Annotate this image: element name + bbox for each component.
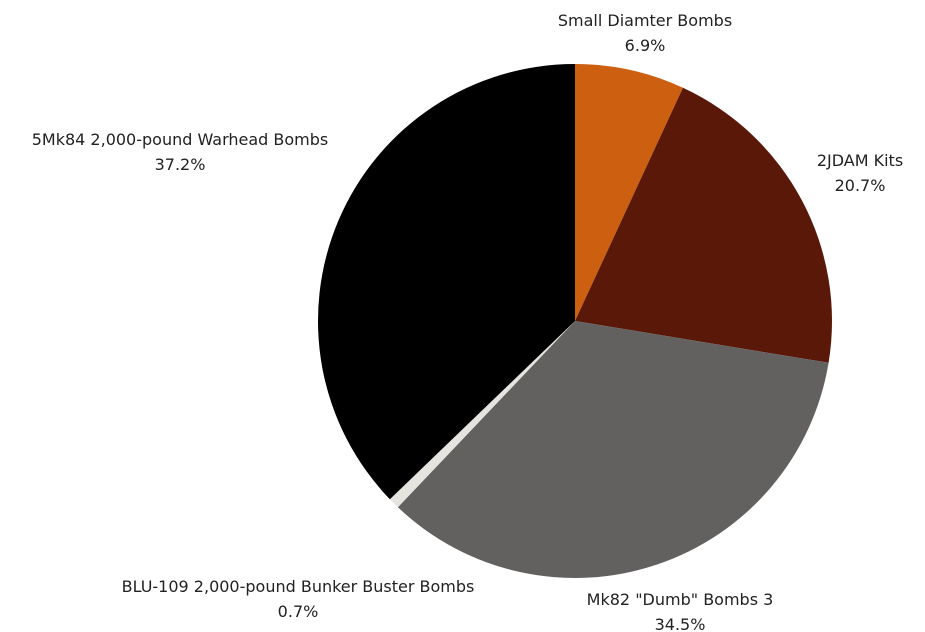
slice-label-name: 2JDAM Kits [817, 151, 903, 170]
slice-label-value: 0.7% [278, 602, 319, 621]
slice-label-mk84: 5Mk84 2,000-pound Warhead Bombs 37.2% [32, 130, 329, 174]
pie-slice-0 [575, 64, 683, 321]
slice-label-mk82: Mk82 "Dumb" Bombs 3 34.5% [587, 590, 774, 632]
slice-label-blu109: BLU-109 2,000-pound Bunker Buster Bombs … [122, 577, 475, 621]
pie-slices [317, 64, 833, 579]
slice-label-value: 20.7% [835, 176, 886, 195]
slice-label-name: 5Mk84 2,000-pound Warhead Bombs [32, 130, 329, 149]
slice-label-name: Mk82 "Dumb" Bombs 3 [587, 590, 774, 609]
slice-label-jdam-kits: 2JDAM Kits 20.7% [817, 151, 903, 195]
slice-label-name: Small Diamter Bombs [558, 11, 732, 30]
pie-slice-1 [575, 87, 833, 363]
slice-label-small-diameter: Small Diamter Bombs 6.9% [558, 11, 732, 55]
slice-label-value: 6.9% [625, 36, 666, 55]
pie-slice-2 [397, 321, 829, 579]
slice-label-name: BLU-109 2,000-pound Bunker Buster Bombs [122, 577, 475, 596]
pie-slice-4 [317, 64, 575, 500]
pie-slice-3 [389, 321, 575, 508]
slice-label-value: 34.5% [655, 615, 706, 632]
slice-label-value: 37.2% [155, 155, 206, 174]
